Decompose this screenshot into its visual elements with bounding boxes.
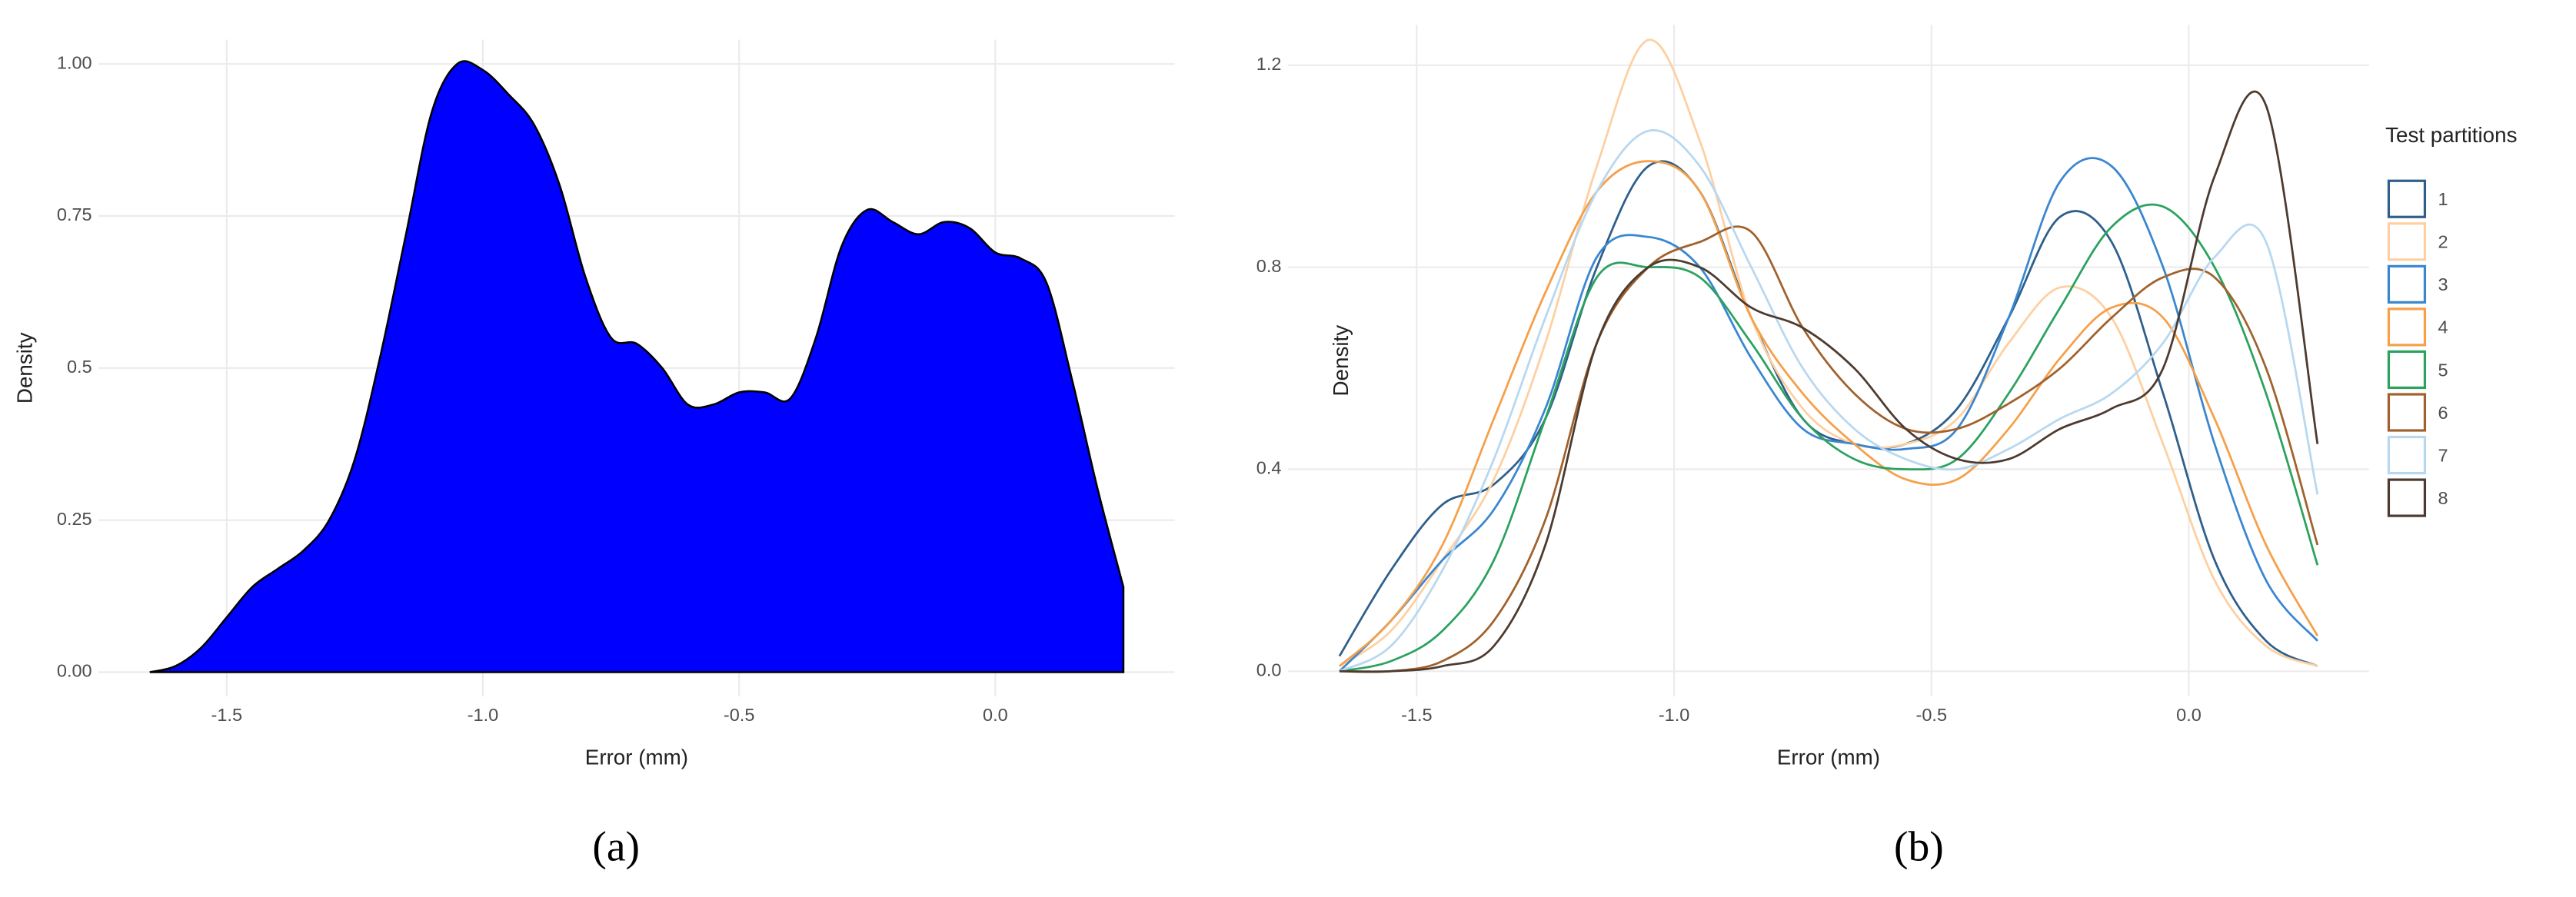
legend-label: 7 (2438, 445, 2448, 465)
density-line (1339, 203, 2319, 673)
density-line (1339, 225, 2319, 673)
legend-label: 8 (2438, 488, 2448, 508)
legend-key (2387, 264, 2427, 304)
legend-key (2387, 478, 2427, 517)
x-tick-label: -1.0 (1659, 705, 1689, 725)
density-line (1338, 157, 2318, 673)
y-tick-label: 0.4 (1256, 458, 1282, 478)
x-axis-title: Error (mm) (585, 746, 688, 769)
y-tick-label: 0.8 (1256, 256, 1282, 276)
y-tick-label: 0.5 (67, 357, 92, 377)
density-line (1338, 160, 2318, 667)
y-tick-label: 0.00 (57, 661, 92, 681)
legend-key (2387, 307, 2427, 347)
density-area (149, 60, 1125, 673)
y-axis-title: Density (1329, 325, 1353, 397)
x-tick-label: -1.5 (211, 705, 243, 725)
y-axis-title: Density (13, 332, 37, 404)
legend-label: 4 (2438, 317, 2448, 337)
y-tick-label: 1.00 (57, 52, 92, 72)
x-tick-label: -0.5 (1916, 705, 1948, 725)
density-line (1339, 129, 2319, 673)
density-line (1339, 38, 2318, 667)
legend-title: Test partitions (2385, 123, 2517, 147)
legend-label: 6 (2438, 403, 2448, 423)
legend-key (2387, 179, 2427, 218)
x-tick-label: -1.5 (1401, 705, 1433, 725)
legend-label: 5 (2438, 360, 2448, 380)
legend-label: 1 (2438, 189, 2448, 209)
legend-label: 2 (2438, 232, 2448, 252)
y-tick-label: 0.25 (57, 509, 92, 529)
density-line (1339, 90, 2319, 673)
legend-key (2387, 393, 2427, 432)
legend-label: 3 (2438, 274, 2448, 294)
x-axis-title: Error (mm) (1777, 746, 1880, 769)
legend-key (2387, 435, 2427, 475)
x-tick-label: -0.5 (724, 705, 755, 725)
x-tick-label: 0.0 (983, 705, 1008, 725)
panel-caption: (a) (592, 824, 640, 871)
y-tick-label: 1.2 (1256, 54, 1282, 74)
y-tick-label: 0.75 (57, 204, 92, 224)
density-line (1339, 160, 2319, 667)
y-tick-label: 0.0 (1256, 659, 1282, 679)
x-tick-label: 0.0 (2176, 705, 2202, 725)
legend-key (2387, 222, 2427, 261)
x-tick-label: -1.0 (468, 705, 499, 725)
panel-caption: (b) (1894, 824, 1944, 871)
legend-key (2387, 350, 2427, 390)
